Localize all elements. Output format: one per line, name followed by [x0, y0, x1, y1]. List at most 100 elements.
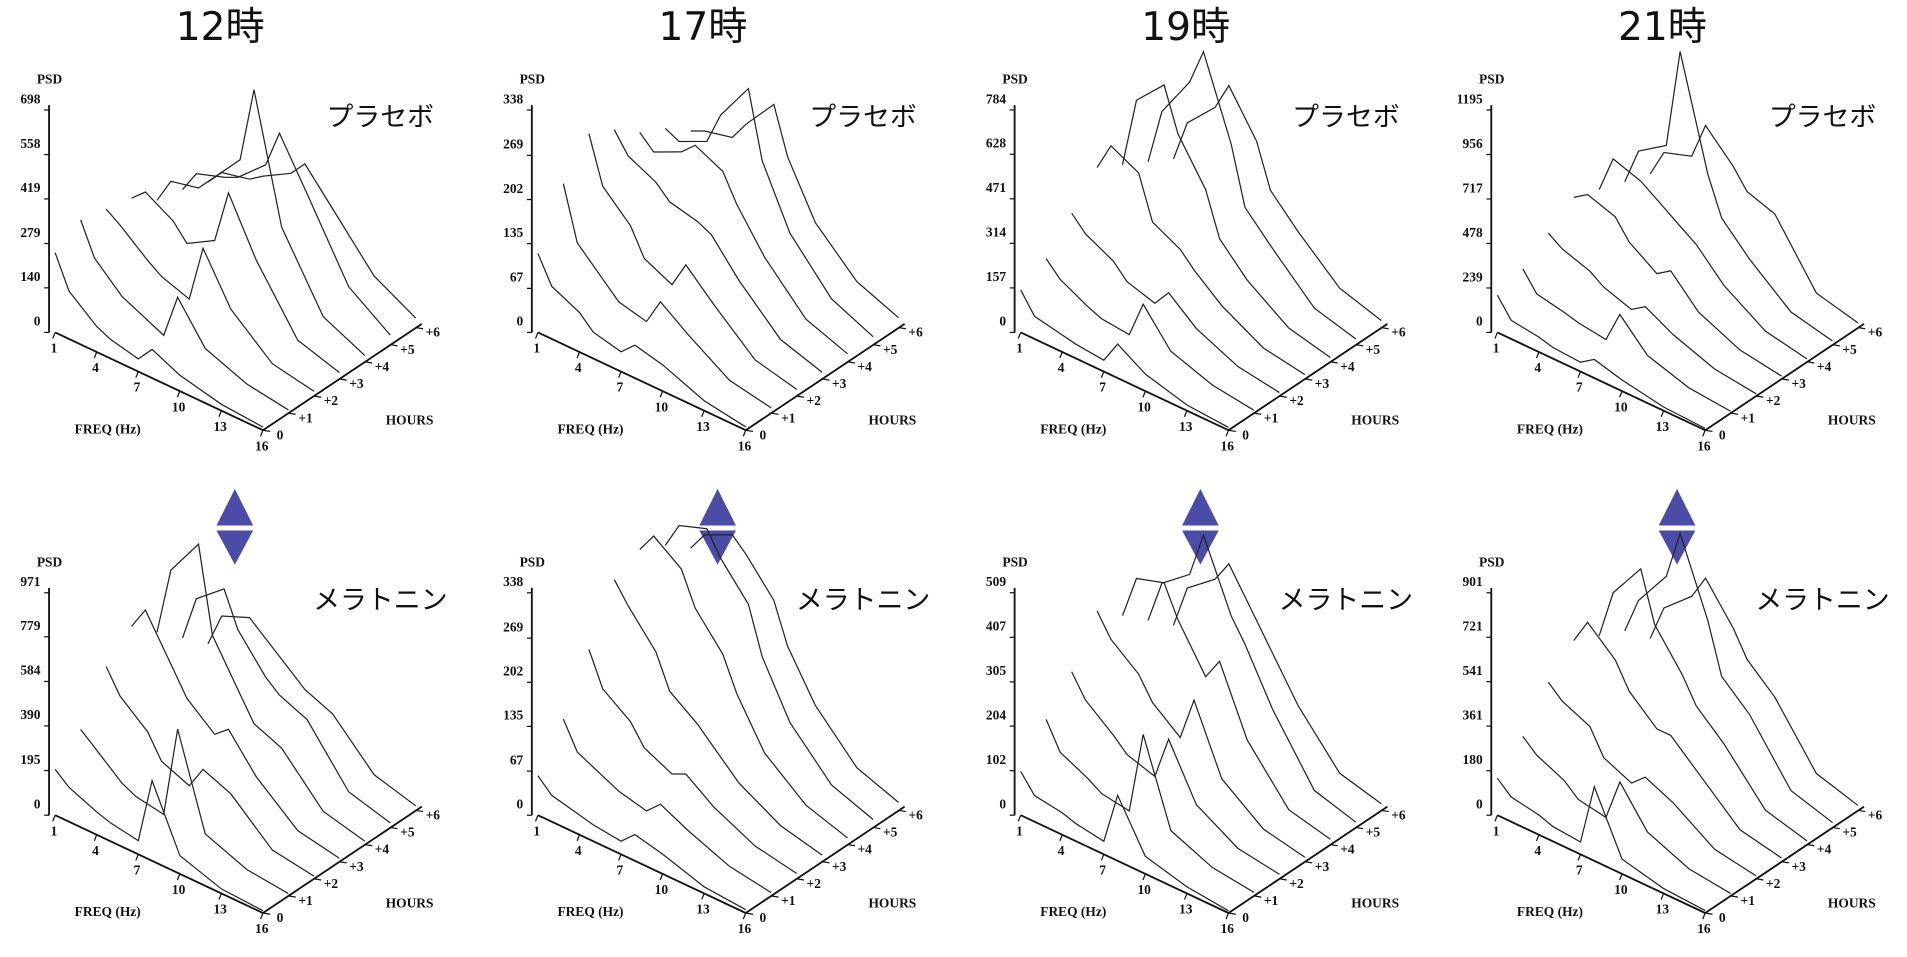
x-tick: [1577, 371, 1582, 378]
spectrum-trace: [613, 129, 823, 373]
x-tick: [1183, 893, 1188, 900]
y-tick-label: 338: [503, 574, 523, 589]
z-tick: [1705, 429, 1713, 433]
z-axis-title: HOURS: [868, 896, 916, 911]
y-axis-title: PSD: [37, 555, 63, 570]
x-axis: [54, 331, 264, 432]
spectrum-trace: [562, 718, 772, 894]
y-tick-label: 204: [986, 707, 1006, 722]
y-tick-label: 558: [20, 136, 40, 151]
z-tick-label: +1: [1741, 410, 1756, 425]
label-box: [308, 91, 453, 143]
z-tick: [339, 378, 347, 381]
x-tick-label: 1: [1493, 823, 1500, 838]
z-tick: [1857, 809, 1866, 813]
spectrum-trace: [1547, 681, 1757, 877]
x-axis-title: FREQ (Hz): [1517, 904, 1583, 919]
x-tick-label: 13: [213, 902, 227, 917]
y-tick-label: 390: [20, 707, 40, 722]
x-tick-label: 7: [1576, 863, 1583, 878]
y-tick-label: 0: [34, 797, 41, 812]
label-box: [1750, 91, 1895, 143]
panel-label: プラセボ: [327, 102, 435, 133]
arrow-down: [699, 530, 736, 565]
spectrum-trace: [690, 103, 899, 319]
arrow-up: [1658, 488, 1696, 526]
x-axis: [537, 331, 747, 432]
panel: 17時 PSD 0 67 135 202 269 338 1 4 7 10 13 16 FREQ (Hz) 0…: [503, 5, 936, 453]
z-tick: [1806, 361, 1815, 364]
z-axis-title: HOURS: [1351, 896, 1399, 911]
y-tick-label: 135: [503, 225, 523, 240]
panel-label: メラトニン: [1279, 585, 1413, 616]
z-tick-label: +4: [375, 842, 390, 857]
z-tick-label: +4: [857, 842, 872, 857]
x-tick: [93, 834, 98, 842]
z-axis: [1227, 323, 1388, 431]
x-tick-label: 1: [533, 823, 540, 838]
z-tick-label: +3: [832, 376, 847, 391]
spectrum-trace: [1598, 157, 1808, 360]
z-tick: [771, 895, 779, 898]
spectrum-trace: [207, 163, 417, 319]
z-tick-label: +5: [883, 825, 898, 840]
x-tick-label: 10: [1137, 882, 1151, 897]
z-tick-label: +5: [1366, 825, 1381, 840]
spectrum-trace: [1096, 144, 1306, 376]
z-tick-label: +5: [1842, 342, 1857, 357]
z-tick: [796, 878, 805, 881]
y-tick-label: 784: [986, 91, 1006, 106]
y-tick-label: 239: [1463, 269, 1483, 284]
x-tick: [1660, 410, 1665, 418]
panel: PSD 0 102 204 305 407 509 1 4 7 10 13 16 FREQ (Hz) 0 +1…: [986, 533, 1418, 936]
z-tick: [1832, 344, 1840, 347]
x-tick-label: 13: [1179, 419, 1193, 434]
x-tick-label: 1: [51, 823, 58, 838]
spectrum-trace: [1573, 193, 1782, 377]
z-axis-title: HOURS: [1351, 413, 1399, 428]
y-tick-label: 419: [20, 180, 40, 195]
z-tick-label: +1: [781, 893, 796, 908]
z-tick: [1228, 912, 1236, 915]
z-tick: [1330, 361, 1338, 364]
y-tick-label: 0: [34, 314, 41, 329]
x-tick-label: 4: [575, 360, 582, 375]
y-tick-label: 0: [999, 314, 1006, 329]
z-tick: [390, 344, 398, 347]
x-tick: [93, 351, 98, 359]
z-tick: [1781, 378, 1789, 381]
z-tick: [1253, 895, 1262, 898]
x-tick-label: 1: [1493, 341, 1500, 356]
z-tick-label: +3: [1315, 859, 1330, 874]
x-axis-title: FREQ (Hz): [1040, 421, 1106, 436]
spectrum-trace: [207, 615, 417, 807]
y-tick-label: 157: [986, 269, 1006, 284]
z-tick: [415, 809, 424, 813]
x-tick: [218, 893, 222, 900]
x-tick-label: 16: [738, 438, 752, 453]
spectrum-trace: [1172, 84, 1382, 321]
z-tick: [847, 361, 856, 364]
x-tick: [576, 834, 581, 842]
x-tick-label: 16: [1221, 921, 1235, 936]
spectrum-trace: [1147, 533, 1357, 823]
y-axis-title: PSD: [1479, 72, 1505, 87]
z-tick-label: 0: [1242, 427, 1249, 442]
y-tick-label: 584: [20, 663, 40, 678]
x-tick-label: 4: [1534, 360, 1541, 375]
y-axis-title: PSD: [520, 72, 546, 87]
panel-label: メラトニン: [1755, 585, 1889, 616]
y-tick-label: 509: [986, 574, 1006, 589]
z-tick-label: +3: [349, 376, 364, 391]
spectrum-trace: [105, 666, 315, 877]
spectrum-trace: [1624, 51, 1833, 342]
z-tick-label: +1: [1264, 410, 1279, 425]
column-title: 19時: [1141, 5, 1230, 50]
x-tick-label: 10: [172, 882, 186, 897]
spectrum-trace: [156, 89, 366, 356]
y-tick-label: 717: [1463, 180, 1483, 195]
panel-label: メラトニン: [796, 585, 930, 616]
panel: PSD 0 180 361 541 721 901 1 4 7 10 13 16 FREQ (Hz) 0 +1…: [1463, 531, 1895, 936]
z-tick-label: +6: [426, 808, 441, 823]
x-tick: [534, 332, 539, 339]
